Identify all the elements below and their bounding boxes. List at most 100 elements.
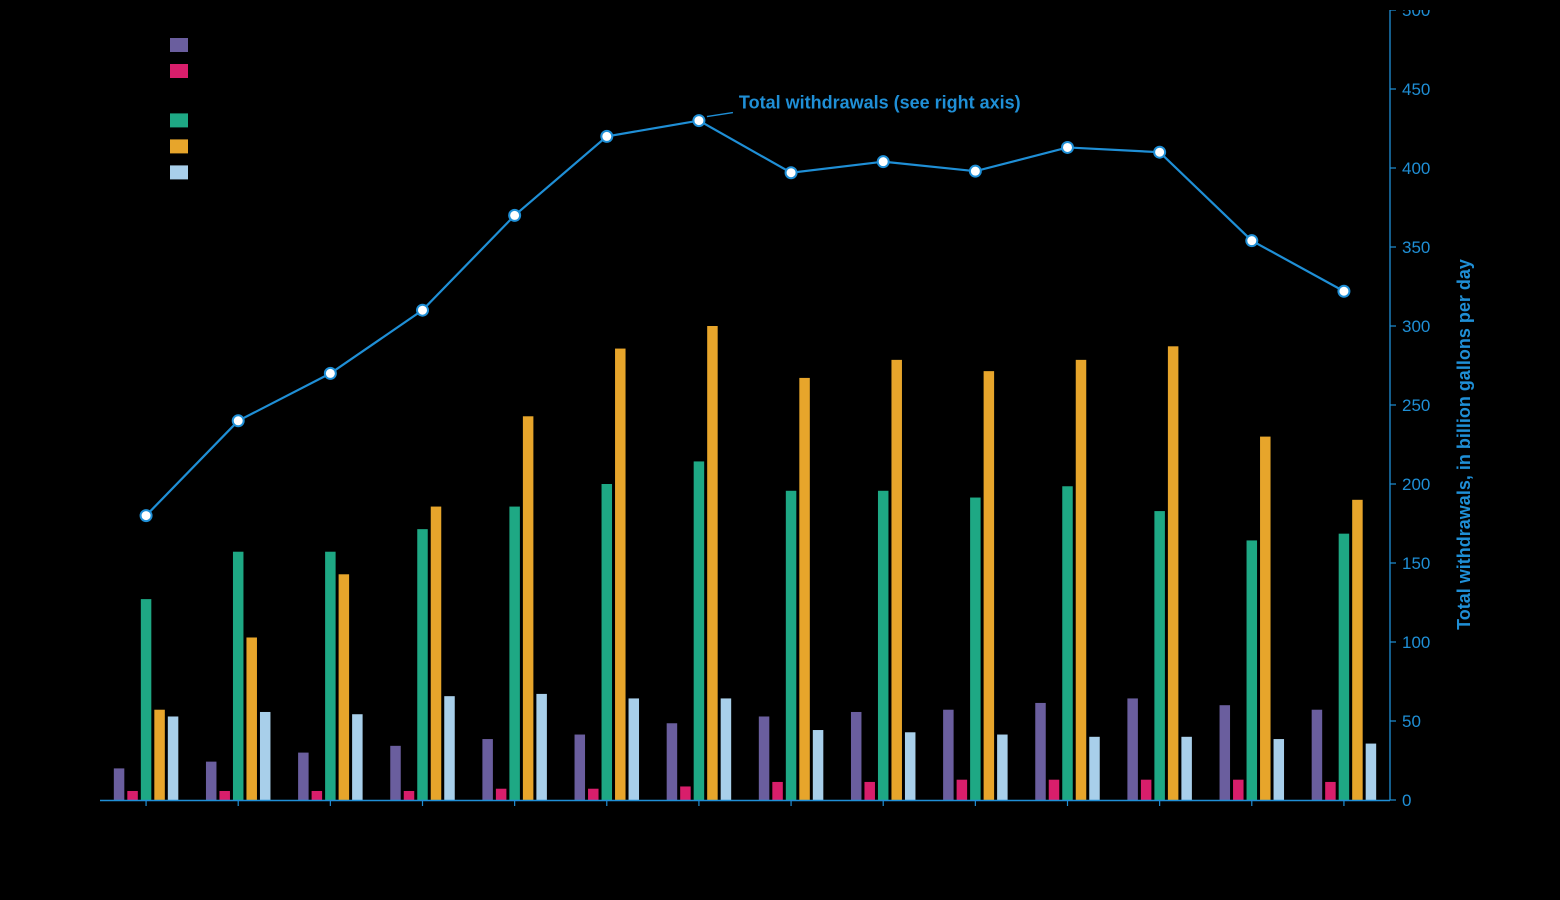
legend-swatch-public_supply — [170, 38, 188, 52]
bar-thermo — [984, 371, 995, 800]
bar-irrigation — [878, 491, 889, 800]
bar-public_supply — [1127, 698, 1138, 800]
y-right-tick-label: 400 — [1402, 159, 1430, 178]
bar-other — [536, 694, 547, 800]
bar-rural — [864, 782, 875, 800]
bar-rural — [1325, 782, 1336, 800]
bar-rural — [1141, 780, 1152, 800]
bar-other — [1181, 737, 1192, 800]
bar-thermo — [891, 360, 902, 800]
bar-public_supply — [1035, 703, 1046, 800]
y-right-tick-label: 500 — [1402, 10, 1430, 20]
bar-irrigation — [325, 552, 336, 800]
bar-rural — [957, 780, 968, 800]
bar-thermo — [707, 326, 718, 800]
bar-thermo — [431, 507, 442, 800]
y-right-tick-label: 50 — [1402, 712, 1421, 731]
bar-irrigation — [694, 461, 705, 800]
total-line — [146, 121, 1344, 516]
bar-other — [260, 712, 271, 800]
bar-thermo — [1076, 360, 1087, 800]
y-right-tick-label: 350 — [1402, 238, 1430, 257]
y-right-tick-label: 300 — [1402, 317, 1430, 336]
bar-public_supply — [1220, 705, 1231, 800]
bar-other — [1089, 737, 1100, 800]
bar-public_supply — [206, 762, 217, 800]
bar-public_supply — [943, 710, 954, 800]
y-right-tick-label: 450 — [1402, 80, 1430, 99]
bar-thermo — [523, 416, 534, 800]
bar-rural — [127, 791, 138, 800]
annotation-text: Total withdrawals (see right axis) — [739, 93, 1021, 113]
y-right-title: Total withdrawals, in billion gallons pe… — [1454, 259, 1474, 630]
bar-other — [168, 716, 179, 800]
legend-swatch-other — [170, 165, 188, 179]
bar-irrigation — [1154, 511, 1165, 800]
bar-other — [352, 714, 363, 800]
withdrawals-chart: 050100150200250300350400450500Total with… — [40, 10, 1520, 890]
y-right-tick-label: 100 — [1402, 633, 1430, 652]
legend-label-public_supply: Public supply — [198, 35, 299, 54]
legend-swatch-rural — [170, 64, 188, 78]
bar-other — [629, 698, 640, 800]
legend-label-thermo: Thermoelectric power — [198, 136, 362, 155]
total-line-marker — [1062, 142, 1073, 153]
bar-irrigation — [141, 599, 152, 800]
total-line-marker — [509, 210, 520, 221]
bar-public_supply — [390, 746, 401, 800]
total-line-marker — [417, 305, 428, 316]
bar-rural — [772, 782, 783, 800]
total-line-marker — [970, 166, 981, 177]
y-right-tick-label: 0 — [1402, 791, 1411, 810]
bar-thermo — [154, 710, 165, 800]
bar-other — [444, 696, 455, 800]
bar-public_supply — [298, 753, 309, 800]
bar-rural — [404, 791, 415, 800]
bar-thermo — [339, 574, 350, 800]
legend-swatch-irrigation — [170, 113, 188, 127]
bar-public_supply — [851, 712, 862, 800]
bar-public_supply — [667, 723, 678, 800]
bar-other — [1274, 739, 1285, 800]
bar-irrigation — [417, 529, 428, 800]
y-right-tick-label: 250 — [1402, 396, 1430, 415]
total-line-marker — [233, 415, 244, 426]
bar-other — [721, 698, 732, 800]
bar-thermo — [1260, 437, 1271, 800]
total-line-marker — [601, 131, 612, 142]
bar-rural — [219, 791, 230, 800]
legend-label-rural: Rural domestic and livestock — [198, 61, 415, 80]
bar-irrigation — [786, 491, 797, 800]
total-line-marker — [786, 167, 797, 178]
bar-irrigation — [602, 484, 613, 800]
legend-swatch-thermo — [170, 139, 188, 153]
legend-label-other: Other — [198, 162, 241, 181]
bar-thermo — [246, 637, 257, 800]
bar-other — [905, 732, 916, 800]
y-right-tick-label: 200 — [1402, 475, 1430, 494]
bar-other — [997, 735, 1008, 800]
bar-thermo — [799, 378, 810, 800]
bar-thermo — [615, 349, 626, 800]
bars-layer — [114, 326, 1376, 800]
bar-public_supply — [759, 716, 770, 800]
total-line-marker — [1246, 235, 1257, 246]
annotation-leader — [707, 113, 733, 117]
total-line-marker — [878, 156, 889, 167]
bar-rural — [1049, 780, 1060, 800]
total-line-marker — [325, 368, 336, 379]
bar-public_supply — [114, 768, 125, 800]
bar-irrigation — [1339, 534, 1350, 800]
bar-irrigation — [509, 507, 520, 800]
bar-irrigation — [1247, 540, 1258, 800]
bar-rural — [680, 786, 691, 800]
bar-rural — [1233, 780, 1244, 800]
bar-public_supply — [575, 735, 586, 800]
bar-irrigation — [970, 498, 981, 800]
bar-thermo — [1352, 500, 1363, 800]
chart-svg: 050100150200250300350400450500Total with… — [40, 10, 1520, 890]
bar-public_supply — [482, 739, 493, 800]
bar-irrigation — [1062, 486, 1073, 800]
total-line-marker — [1338, 286, 1349, 297]
legend-label-irrigation: Irrigation — [198, 110, 264, 129]
